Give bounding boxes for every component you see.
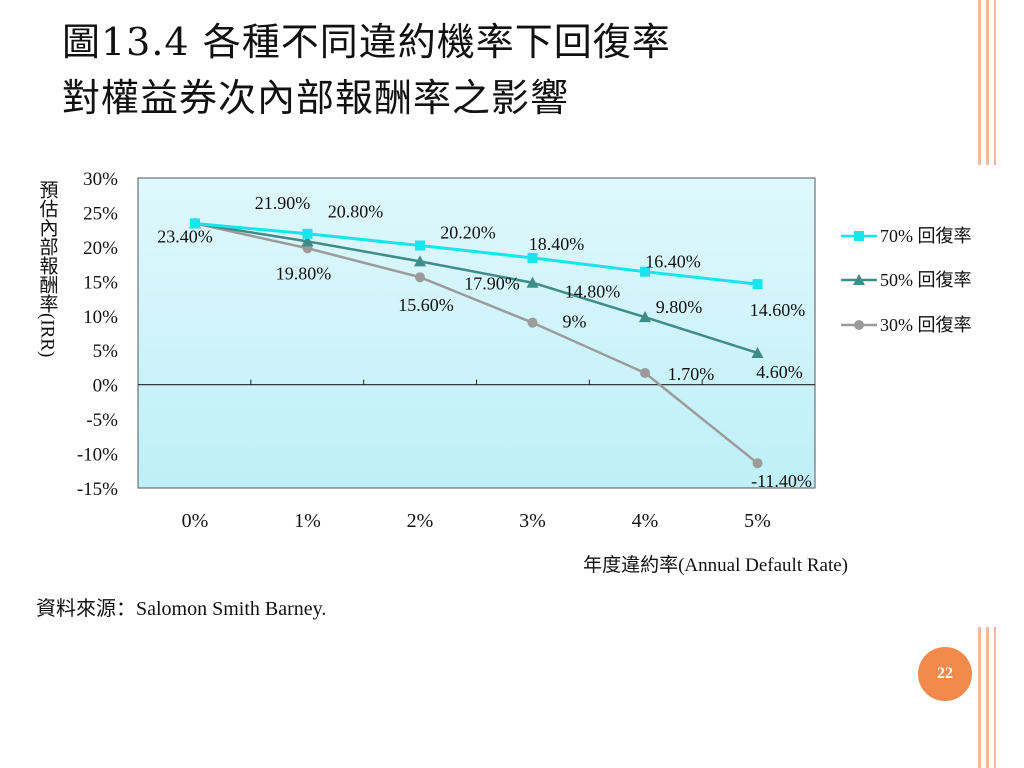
data-point-square: [854, 231, 864, 241]
y-tick-label: 25%: [83, 203, 118, 224]
data-label: 17.90%: [464, 273, 520, 293]
legend-label: 50% 回復率: [880, 270, 972, 290]
x-tick-label: 5%: [744, 510, 771, 532]
right-border-bar: [994, 0, 996, 165]
x-tick-label: 4%: [632, 510, 659, 532]
data-point-circle: [854, 320, 864, 330]
data-label: 9%: [563, 312, 587, 332]
data-point-circle: [640, 367, 650, 378]
legend-label: 70% 回復率: [880, 226, 972, 246]
data-point-square: [415, 240, 425, 251]
data-label: 14.60%: [750, 300, 806, 320]
data-point-circle: [527, 317, 538, 328]
data-label: 9.80%: [656, 297, 703, 317]
x-axis-label: 年度違約率(Annual Default Rate): [583, 554, 848, 576]
data-label: -11.40%: [751, 471, 812, 491]
x-tick-label: 1%: [294, 510, 321, 532]
y-tick-label: 15%: [83, 272, 118, 293]
data-point-triangle: [639, 311, 651, 323]
y-tick-label: -5%: [86, 410, 118, 431]
slide-title: 圖13.4 各種不同違約機率下回復率 對權益券次內部報酬率之影響: [62, 14, 962, 126]
data-label: 19.80%: [276, 263, 332, 283]
y-axis-label: 預估內部報酬率(IRR): [37, 180, 59, 358]
right-border-bar: [986, 0, 989, 165]
data-point-square: [527, 252, 538, 263]
data-point-square: [640, 266, 650, 277]
data-label: 4.60%: [756, 362, 803, 382]
data-point-circle: [752, 458, 763, 469]
series-line: [194, 222, 759, 465]
data-label: 14.80%: [565, 282, 621, 302]
data-label: 23.40%: [157, 226, 213, 246]
data-point-circle: [415, 272, 425, 283]
title-line-2: 對權益券次內部報酬率之影響: [62, 76, 570, 120]
data-label: 16.40%: [645, 252, 701, 272]
series-line: [194, 221, 758, 286]
x-tick-label: 2%: [407, 510, 434, 532]
right-border-bar: [978, 0, 981, 165]
x-tick-label: 3%: [519, 510, 546, 532]
series-line: [194, 222, 758, 355]
title-line-1: 圖13.4 各種不同違約機率下回復率: [62, 20, 671, 64]
data-label: 21.90%: [255, 193, 311, 213]
y-tick-label: -15%: [77, 479, 118, 500]
page-number-badge: 22: [918, 647, 972, 701]
data-point-triangle: [751, 346, 764, 358]
page-number: 22: [937, 665, 953, 682]
data-label: 20.80%: [328, 201, 384, 221]
legend-label: 30% 回復率: [880, 315, 972, 335]
data-point-triangle: [414, 255, 426, 267]
data-label: 18.40%: [529, 234, 585, 254]
y-tick-label: 0%: [93, 376, 119, 397]
data-label: 1.70%: [668, 364, 715, 384]
y-tick-label: 10%: [83, 307, 118, 328]
right-border-bar: [986, 627, 989, 768]
data-label: 20.20%: [440, 223, 496, 243]
y-tick-label: 5%: [93, 341, 119, 362]
data-point-square: [752, 279, 763, 290]
data-point-square: [302, 228, 313, 239]
data-point-triangle: [301, 235, 314, 247]
right-border-bar: [978, 627, 981, 768]
y-tick-label: 20%: [83, 238, 118, 259]
data-point-triangle: [853, 274, 865, 285]
plot-area: [137, 177, 816, 489]
source-note: 資料來源：Salomon Smith Barney.: [36, 598, 327, 620]
y-tick-label: 30%: [83, 169, 118, 190]
data-label: 15.60%: [398, 295, 454, 315]
y-tick-label: -10%: [77, 445, 118, 466]
right-border-bar: [994, 627, 996, 768]
data-point-square: [190, 218, 200, 229]
data-point-triangle: [526, 276, 539, 288]
x-tick-label: 0%: [182, 510, 209, 532]
